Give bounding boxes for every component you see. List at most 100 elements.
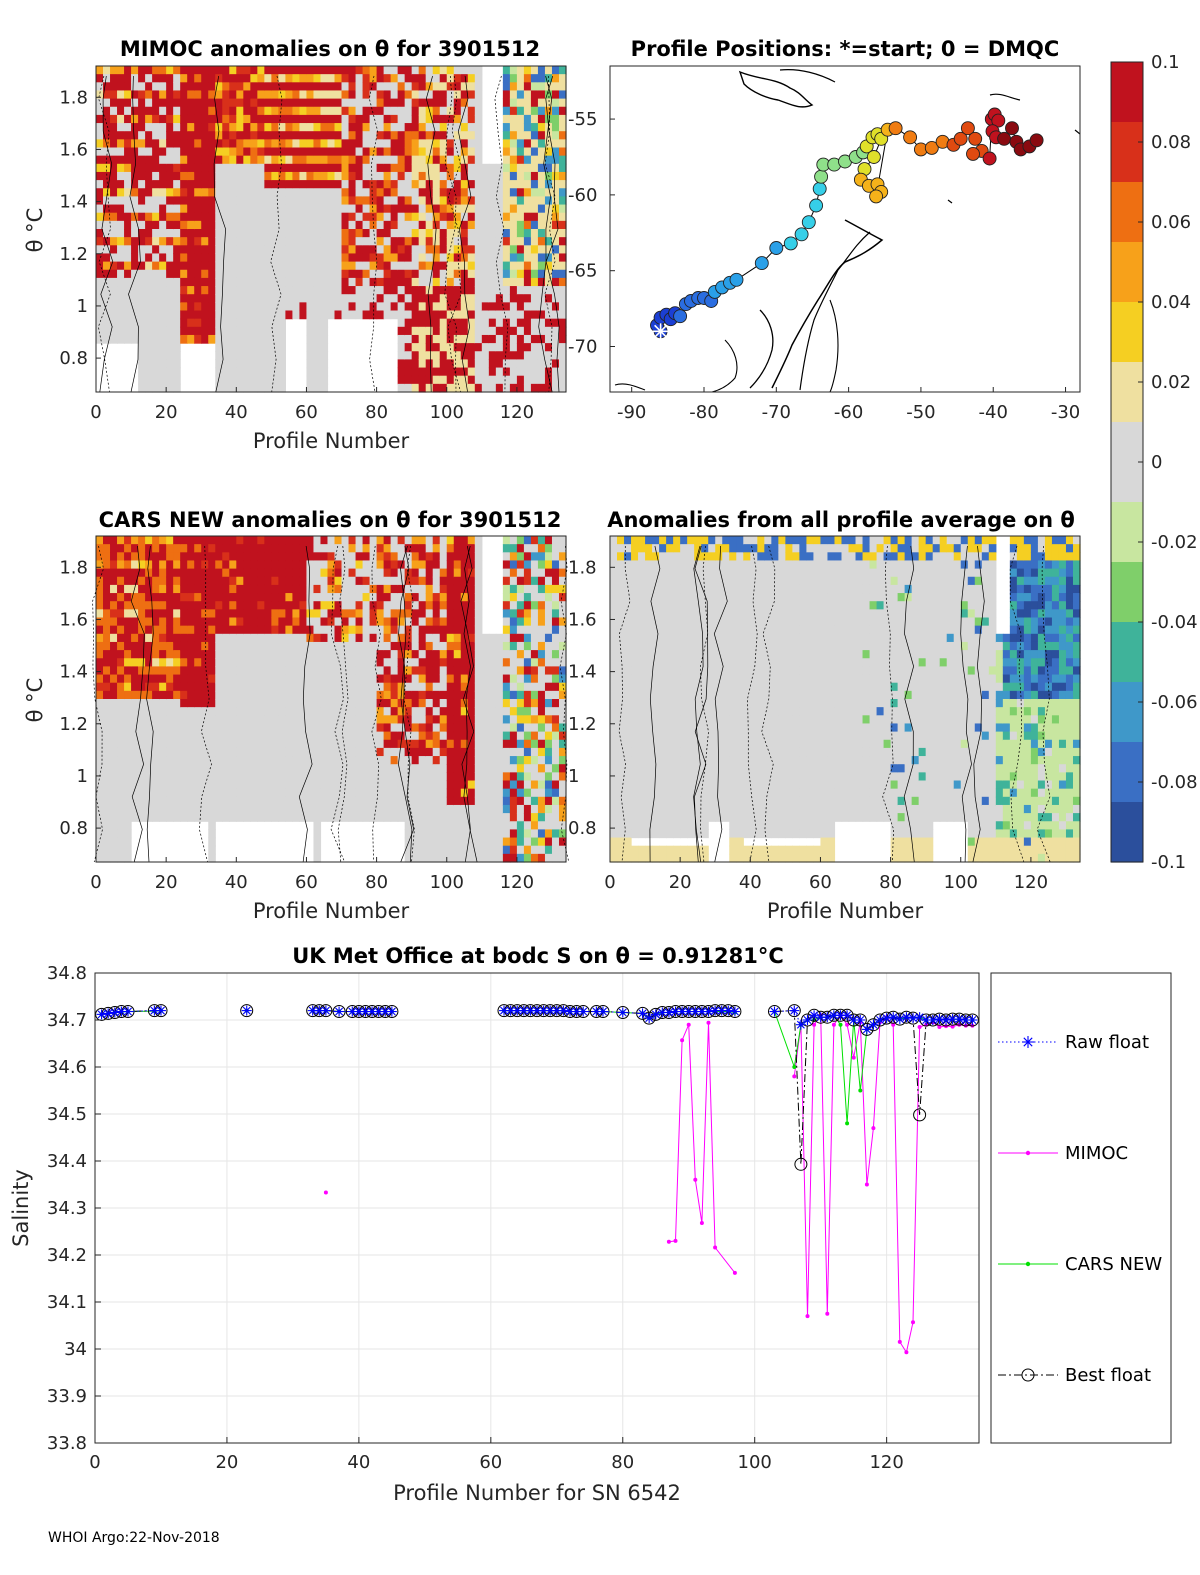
heatmap-cell (460, 131, 469, 140)
heatmap-cell (159, 666, 167, 676)
heatmap-cell (516, 359, 525, 369)
heatmap-cell (145, 731, 153, 741)
heatmap-cell (110, 845, 118, 855)
heatmap-cell (306, 707, 315, 716)
heatmap-cell (166, 796, 174, 806)
heatmap-cell (299, 666, 308, 676)
heatmap-cell (306, 383, 315, 393)
heatmap-cell (509, 625, 518, 635)
heatmap-cell (418, 180, 427, 189)
heatmap-cell (159, 171, 167, 181)
heatmap-cell (502, 171, 511, 181)
heatmap-cell (523, 804, 532, 814)
heatmap-cell (418, 552, 427, 562)
heatmap-cell (502, 180, 511, 189)
heatmap-cell (187, 269, 195, 279)
heatmap-cell (369, 788, 378, 798)
heatmap-cell (404, 593, 413, 602)
heatmap-cell (404, 715, 413, 725)
heatmap-cell (411, 625, 420, 635)
heatmap-cell (369, 552, 378, 562)
heatmap-cell (96, 196, 104, 206)
heatmap-cell (369, 625, 378, 635)
heatmap-cell (180, 707, 188, 716)
heatmap-cell (544, 343, 553, 352)
heatmap-cell (257, 286, 265, 295)
heatmap-cell (446, 253, 455, 263)
heatmap-cell (285, 204, 294, 214)
heatmap-cell (411, 269, 420, 279)
heatmap-cell (201, 682, 209, 692)
heatmap-cell (453, 829, 462, 839)
heatmap-cell (418, 772, 427, 782)
heatmap-cell (439, 359, 448, 369)
heatmap-cell (390, 310, 399, 320)
heatmap-cell (271, 707, 279, 716)
heatmap-cell (138, 383, 146, 393)
heatmap-cell (229, 723, 237, 733)
heatmap-cell (348, 568, 357, 578)
heatmap-cell (348, 212, 357, 222)
heatmap-cell (187, 229, 195, 238)
heatmap-cell (418, 674, 427, 684)
heatmap-cell (390, 245, 399, 255)
heatmap-cell (467, 837, 476, 847)
heatmap-cell (264, 245, 272, 255)
heatmap-cell (110, 171, 118, 181)
heatmap-cell (292, 796, 301, 806)
heatmap-cell (117, 114, 125, 124)
heatmap-cell (362, 131, 371, 140)
heatmap-cell (432, 821, 441, 830)
heatmap-cell (516, 343, 525, 352)
heatmap-cell (124, 723, 132, 733)
heatmap-cell (404, 552, 413, 562)
heatmap-cell (131, 171, 139, 181)
heatmap-cell (222, 593, 230, 602)
heatmap-cell (467, 780, 476, 790)
heatmap-cell (355, 544, 364, 553)
heatmap-cell (124, 641, 132, 651)
heatmap-cell (236, 772, 244, 782)
heatmap-cell (96, 804, 104, 814)
heatmap-cell (215, 544, 223, 553)
heatmap-cell (516, 568, 525, 578)
heatmap-cell (362, 813, 371, 822)
heatmap-cell (229, 318, 237, 328)
heatmap-cell (173, 682, 181, 692)
heatmap-cell (278, 229, 286, 238)
heatmap-cell (250, 114, 258, 124)
heatmap-cell (117, 788, 125, 798)
heatmap-cell (481, 796, 490, 806)
heatmap-cell (201, 294, 209, 303)
heatmap-cell (320, 633, 329, 643)
heatmap-cell (208, 772, 216, 782)
heatmap-cell (159, 98, 167, 108)
heatmap-cell (383, 98, 392, 108)
heatmap-cell (460, 804, 469, 814)
heatmap-cell (229, 375, 237, 385)
heatmap-cell (404, 351, 413, 360)
heatmap-cell (383, 625, 392, 635)
heatmap-cell (201, 98, 209, 108)
heatmap-cell (327, 650, 336, 659)
mimoc-y-label: θ °C (23, 208, 47, 253)
heatmap-cell (418, 666, 427, 676)
heatmap-cell (320, 641, 329, 651)
heatmap-cell (271, 576, 279, 586)
heatmap-cell (432, 98, 441, 108)
heatmap-cell (173, 310, 181, 320)
heatmap-cell (320, 739, 329, 749)
heatmap-cell (488, 690, 497, 700)
heatmap-cell (432, 576, 441, 586)
heatmap-cell (467, 212, 476, 222)
heatmap-cell (138, 90, 146, 100)
heatmap-cell (446, 658, 455, 667)
heatmap-cell (390, 171, 399, 181)
heatmap-cell (285, 90, 294, 100)
heatmap-cell (327, 98, 336, 108)
heatmap-cell (432, 739, 441, 749)
heatmap-cell (173, 764, 181, 773)
heatmap-cell (320, 229, 329, 238)
heatmap-cell (467, 552, 476, 562)
heatmap-cell (313, 829, 322, 839)
